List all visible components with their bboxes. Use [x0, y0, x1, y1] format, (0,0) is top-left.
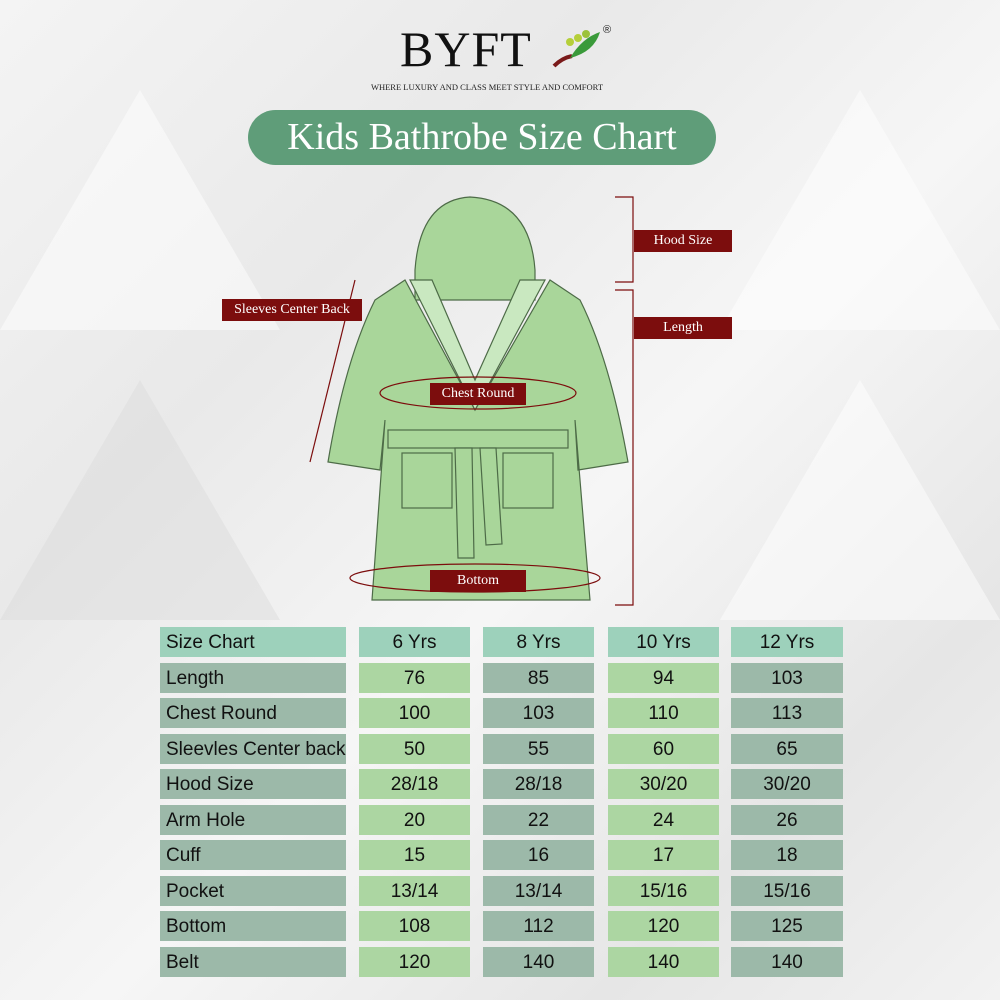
table-cell: 13/14: [483, 875, 594, 906]
table-cell: 113: [731, 698, 843, 728]
table-cell: 18: [731, 840, 843, 870]
table-cell: 112: [483, 911, 594, 941]
table-cell: 28/18: [359, 769, 470, 799]
table-cell: 140: [608, 946, 719, 977]
label-sleeves-center-back: Sleeves Center Back: [222, 299, 362, 321]
table-cell: 15/16: [731, 875, 843, 906]
row-label: Length: [160, 662, 346, 693]
leaf-logo-icon: [552, 30, 600, 68]
row-label: Belt: [160, 946, 346, 977]
row-label: Sleevles Center back: [160, 733, 346, 764]
table-cell: 55: [483, 733, 594, 764]
table-header-cell: Size Chart: [160, 627, 346, 657]
table-cell: 100: [359, 698, 470, 728]
row-label: Chest Round: [160, 698, 346, 728]
row-label: Bottom: [160, 911, 346, 941]
table-cell: 30/20: [608, 769, 719, 799]
brand-logo: BYFT: [400, 21, 532, 77]
table-cell: 50: [359, 733, 470, 764]
table-cell: 110: [608, 698, 719, 728]
table-cell: 24: [608, 804, 719, 835]
table-cell: 13/14: [359, 875, 470, 906]
table-cell: 16: [483, 840, 594, 870]
table-cell: 20: [359, 804, 470, 835]
table-header-cell: 6 Yrs: [359, 627, 470, 657]
table-cell: 60: [608, 733, 719, 764]
table-header-cell: 12 Yrs: [731, 627, 843, 657]
table-cell: 140: [483, 946, 594, 977]
table-header-cell: 10 Yrs: [608, 627, 719, 657]
table-cell: 26: [731, 804, 843, 835]
table-cell: 94: [608, 662, 719, 693]
table-cell: 30/20: [731, 769, 843, 799]
table-cell: 120: [359, 946, 470, 977]
table-cell: 65: [731, 733, 843, 764]
row-label: Hood Size: [160, 769, 346, 799]
table-header-cell: 8 Yrs: [483, 627, 594, 657]
table-cell: 108: [359, 911, 470, 941]
row-label: Pocket: [160, 875, 346, 906]
table-cell: 120: [608, 911, 719, 941]
table-cell: 22: [483, 804, 594, 835]
label-hood-size: Hood Size: [634, 230, 732, 252]
page-title: Kids Bathrobe Size Chart: [248, 110, 716, 165]
table-cell: 76: [359, 662, 470, 693]
table-cell: 85: [483, 662, 594, 693]
table-cell: 15/16: [608, 875, 719, 906]
label-bottom: Bottom: [430, 570, 526, 592]
bathrobe-diagram: [309, 196, 634, 606]
registered-mark: ®: [603, 24, 612, 36]
brand-tagline: WHERE LUXURY AND CLASS MEET STYLE AND CO…: [370, 82, 604, 92]
label-length: Length: [634, 317, 732, 339]
label-chest-round: Chest Round: [430, 383, 526, 405]
table-cell: 125: [731, 911, 843, 941]
table-cell: 140: [731, 946, 843, 977]
row-label: Arm Hole: [160, 804, 346, 835]
row-label: Cuff: [160, 840, 346, 870]
table-cell: 103: [483, 698, 594, 728]
table-cell: 15: [359, 840, 470, 870]
table-cell: 28/18: [483, 769, 594, 799]
table-cell: 103: [731, 662, 843, 693]
table-cell: 17: [608, 840, 719, 870]
